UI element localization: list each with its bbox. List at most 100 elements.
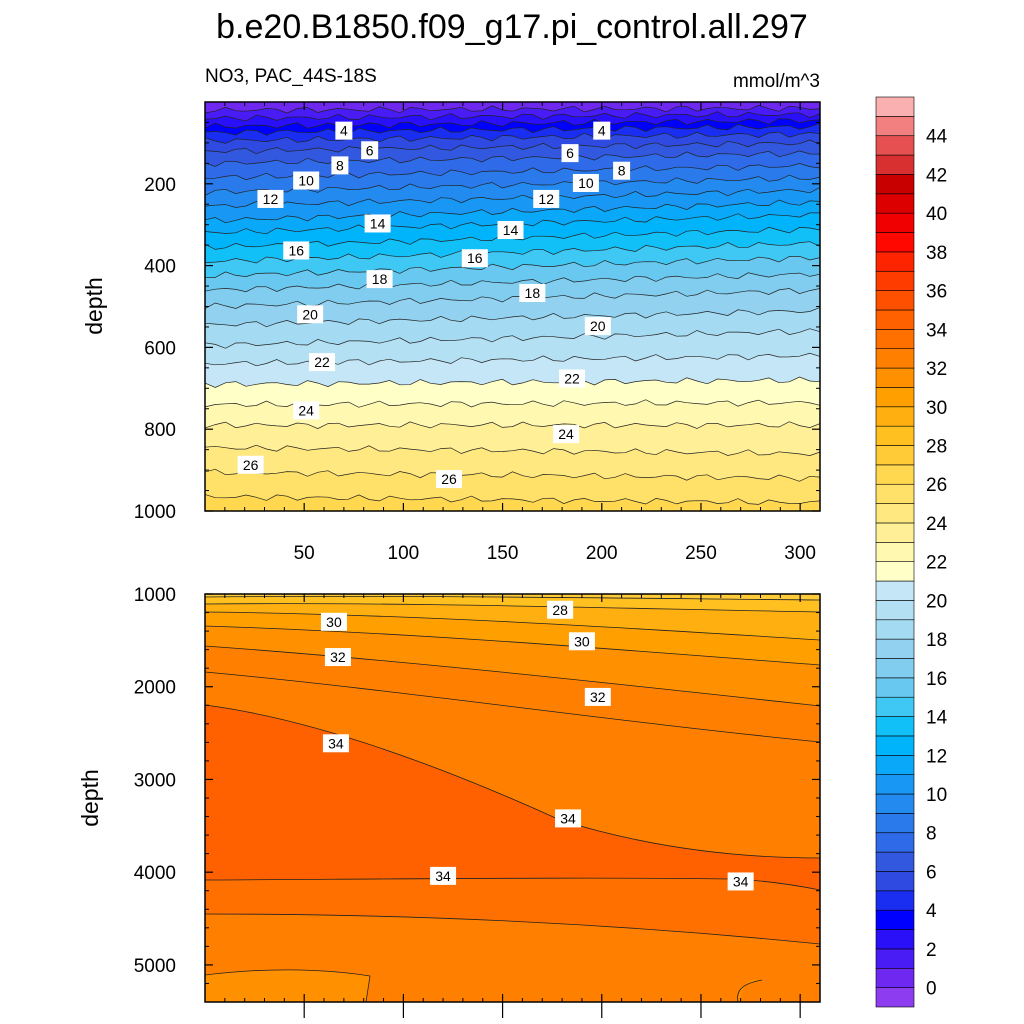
contour-band <box>205 596 820 612</box>
colorbar-swatch <box>875 387 915 408</box>
contour-label: 8 <box>331 156 349 175</box>
contour-line <box>204 671 821 743</box>
contour-label-text: 24 <box>298 402 314 418</box>
contour-line <box>204 131 821 144</box>
colorbar-tick-label: 28 <box>926 437 947 458</box>
contour-label: 26 <box>436 470 463 489</box>
contour-label-box <box>568 632 595 651</box>
contour-line <box>204 645 821 707</box>
bottom-x-axis <box>224 594 801 1018</box>
colorbar: 0246810121416182022242628303234363840424… <box>875 96 948 1008</box>
contour-label-box <box>366 270 393 289</box>
contour-line <box>204 111 821 122</box>
contour-line <box>204 421 821 429</box>
contour-label-box <box>547 600 574 619</box>
colorbar-swatch <box>875 948 915 969</box>
contour-label-box <box>461 249 488 268</box>
contour-label-text: 16 <box>467 250 483 266</box>
contour-label-box <box>293 171 320 190</box>
y-tick-label: 2000 <box>134 678 176 699</box>
contour-label-text: 24 <box>558 426 574 442</box>
colorbar-swatch <box>875 813 915 834</box>
colorbar-swatch <box>875 309 915 330</box>
colorbar-swatch <box>875 677 915 698</box>
colorbar-tick-label: 44 <box>926 127 948 148</box>
contour-line <box>204 118 821 129</box>
colorbar-swatch <box>875 154 915 175</box>
contour-label-box <box>561 144 579 163</box>
contour-label-box <box>324 648 351 667</box>
contour-label: 8 <box>613 161 631 180</box>
contour-line <box>204 704 821 859</box>
contour-label: 28 <box>547 600 574 619</box>
colorbar-tick-label: 34 <box>926 320 948 341</box>
colorbar-swatch <box>875 116 915 137</box>
contour-label-box <box>519 284 546 303</box>
contour-label: 16 <box>461 249 488 268</box>
contour-line <box>204 913 821 945</box>
contour-label: 22 <box>559 369 586 388</box>
colorbar-tick-label: 12 <box>926 746 947 767</box>
contour-label-box <box>309 353 336 372</box>
colorbar-tick-label: 36 <box>926 282 947 303</box>
contour-label: 24 <box>293 401 320 420</box>
contour-band <box>737 979 762 1002</box>
colorbar-swatch <box>875 696 915 717</box>
contour-label: 12 <box>533 189 560 208</box>
contour-band <box>205 612 820 665</box>
bottom-y-axis: 1000 2000 3000 4000 5000 <box>134 585 820 984</box>
top-panel: NO3, PAC_44S-18S mmol/m^3 4 4 6 6 8 8 10 10 12 12… <box>81 66 821 564</box>
contour-line <box>204 139 821 155</box>
contour-label-text: 34 <box>733 873 749 889</box>
contour-label: 30 <box>568 632 595 651</box>
contour-line <box>204 307 821 328</box>
contour-label-box <box>283 241 310 260</box>
colorbar-swatch <box>875 135 915 156</box>
colorbar-swatch <box>875 503 915 524</box>
contour-label-box <box>297 305 324 324</box>
colorbar-tick-label: 10 <box>926 785 947 806</box>
contour-label-box <box>584 317 611 336</box>
contour-label-text: 10 <box>298 173 314 189</box>
contour-label-text: 12 <box>263 191 279 207</box>
contour-label: 34 <box>555 809 582 828</box>
colorbar-tick-label: 40 <box>926 204 947 225</box>
colorbar-swatch <box>875 232 915 253</box>
colorbar-swatch <box>875 929 915 950</box>
contour-label-box <box>497 221 524 240</box>
contour-label: 14 <box>364 214 391 233</box>
bottom-y-axis-label: depth <box>77 769 103 827</box>
colorbar-swatch <box>875 425 915 446</box>
contour-label-box <box>331 156 349 175</box>
contour-label: 18 <box>366 270 393 289</box>
colorbar-tick-label: 16 <box>926 669 947 690</box>
contour-line <box>737 979 763 1003</box>
contour-label-box <box>553 425 580 444</box>
x-tick-label: 300 <box>784 543 816 564</box>
colorbar-tick-label: 38 <box>926 243 947 264</box>
colorbar-tick-label: 42 <box>926 165 947 186</box>
y-tick-label: 3000 <box>134 770 176 791</box>
contour-label: 10 <box>293 171 320 190</box>
contour-label: 34 <box>430 866 457 885</box>
colorbar-swatch <box>875 793 915 814</box>
colorbar-swatch <box>875 542 915 562</box>
contour-label-box <box>430 866 457 885</box>
colorbar-swatch <box>875 212 915 233</box>
contour-line <box>204 444 821 456</box>
colorbar-swatch <box>875 871 915 892</box>
contour-label-box <box>237 455 264 474</box>
contour-label: 16 <box>283 241 310 260</box>
colorbar-tick-label: 24 <box>926 514 948 535</box>
contour-line <box>204 272 821 293</box>
contour-label-box <box>572 173 599 192</box>
top-contour-fills <box>204 101 821 512</box>
colorbar-tick-label: 22 <box>926 553 947 574</box>
colorbar-swatch <box>875 967 915 988</box>
colorbar-swatch <box>875 464 915 485</box>
contour-label: 6 <box>561 144 579 163</box>
colorbar-swatch <box>875 658 915 679</box>
colorbar-swatch <box>875 290 915 311</box>
